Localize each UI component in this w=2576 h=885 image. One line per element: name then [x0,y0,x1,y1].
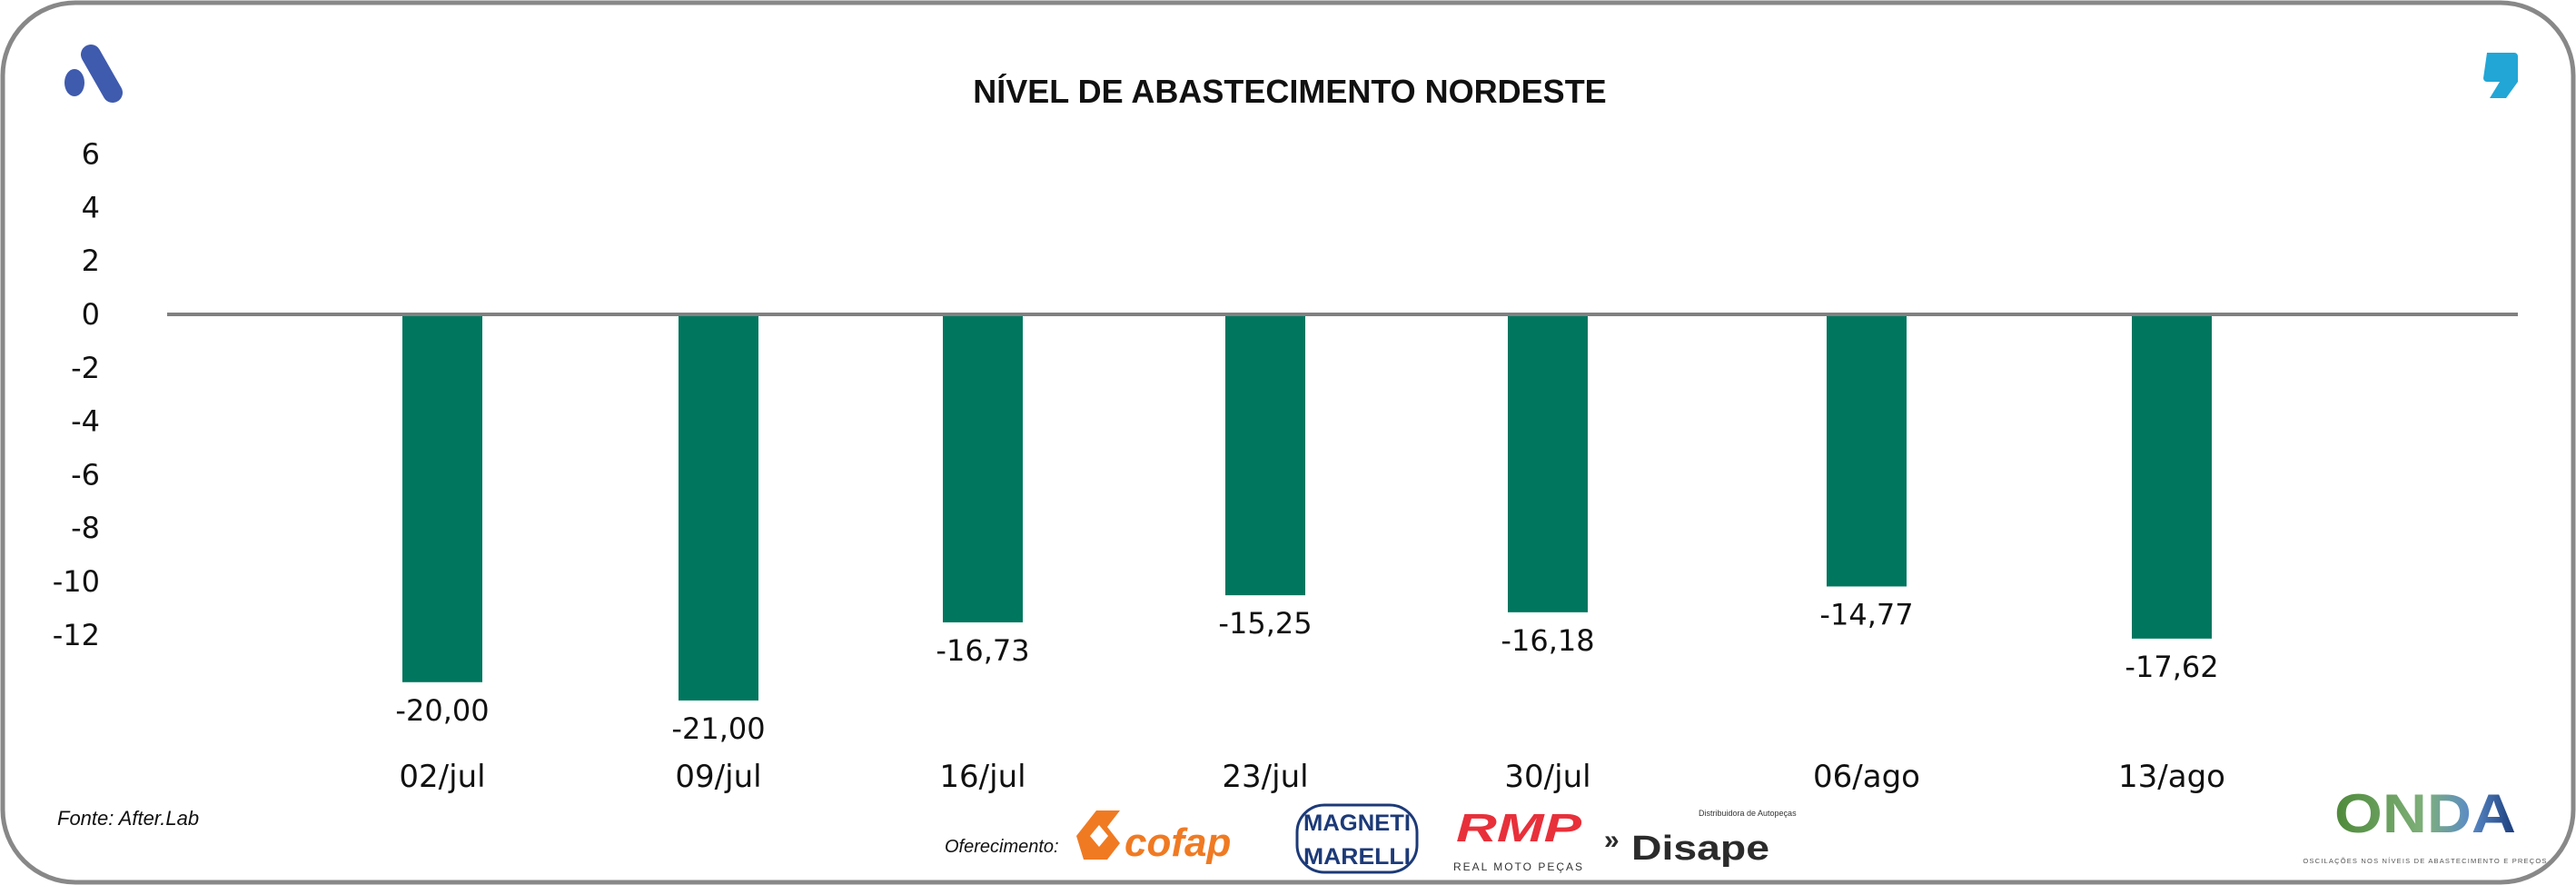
data-label: -14,77 [1819,597,1913,631]
data-label: -16,18 [1501,623,1594,658]
y-tick-label: 0 [82,297,100,332]
x-tick-label: 13/ago [2118,759,2225,795]
y-tick-label: -2 [71,351,100,385]
magneti-marelli-logo: MAGNETI MARELLI [1295,803,1419,874]
onda-logo-text: ONDA [2334,783,2516,844]
y-tick-label: -8 [71,511,100,545]
x-tick-label: 06/ago [1813,759,1920,795]
x-tick-label: 16/jul [939,759,1025,795]
data-label: -21,00 [671,711,765,746]
y-tick-label: 2 [82,244,100,278]
bar [1225,316,1305,596]
svg-text:»: » [1604,825,1620,855]
bar [679,316,758,701]
y-tick-label: -12 [53,618,100,652]
disape-tagline: Distribuidora de Autopeças [1699,809,1797,818]
data-label: -16,73 [936,633,1029,668]
x-tick-label: 30/jul [1504,759,1590,795]
cofap-logo: cofap [1076,810,1231,865]
bar [402,316,482,682]
x-tick-label: 09/jul [675,759,761,795]
y-tick-label: 4 [82,190,100,224]
bar [1508,316,1588,612]
x-tick-label: 02/jul [399,759,485,795]
onda-logo: ONDA OSCILAÇÕES NOS NÍVEIS DE ABASTECIME… [2303,783,2547,865]
bar [943,316,1023,622]
data-label: -15,25 [1218,606,1312,641]
onda-tagline: OSCILAÇÕES NOS NÍVEIS DE ABASTECIMENTO E… [2303,857,2547,865]
data-label: -20,00 [395,693,489,728]
y-tick-label: -4 [71,404,100,439]
cofap-logo-text: cofap [1125,820,1231,865]
x-tick-label: 23/jul [1222,759,1308,795]
y-tick-label: -6 [71,457,100,492]
svg-text:MAGNETI: MAGNETI [1303,810,1411,836]
y-tick-label: 6 [82,137,100,172]
chart-title: NÍVEL DE ABASTECIMENTO NORDESTE [973,73,1606,110]
disape-logo: » Disape Distribuidora de Autopeças [1604,809,1797,868]
y-axis: 6 4 2 0 -2 -4 -6 -8 -10 -12 [53,137,100,652]
bar [2132,316,2212,639]
rmp-tagline: REAL MOTO PEÇAS [1453,860,1584,873]
comma-logo-icon [2483,53,2518,98]
source-note: Fonte: After.Lab [57,807,199,830]
bars: -20,00 -21,00 -16,73 -15,25 -16,18 -14,77 -17,… [395,316,2219,746]
rmp-logo-text: RMP [1456,806,1582,850]
disape-logo-text: Disape [1631,830,1769,868]
bar [1827,316,1907,587]
svg-text:MARELLI: MARELLI [1303,844,1411,870]
y-tick-label: -10 [53,564,100,599]
data-label: -17,62 [2125,650,2218,684]
sponsor-label: Oferecimento: [945,837,1059,857]
x-axis: 02/jul 09/jul 16/jul 23/jul 30/jul 06/ago 13/a… [399,759,2225,795]
rmp-logo: RMP REAL MOTO PEÇAS [1453,806,1584,873]
brand-logo-left-icon [64,45,123,103]
